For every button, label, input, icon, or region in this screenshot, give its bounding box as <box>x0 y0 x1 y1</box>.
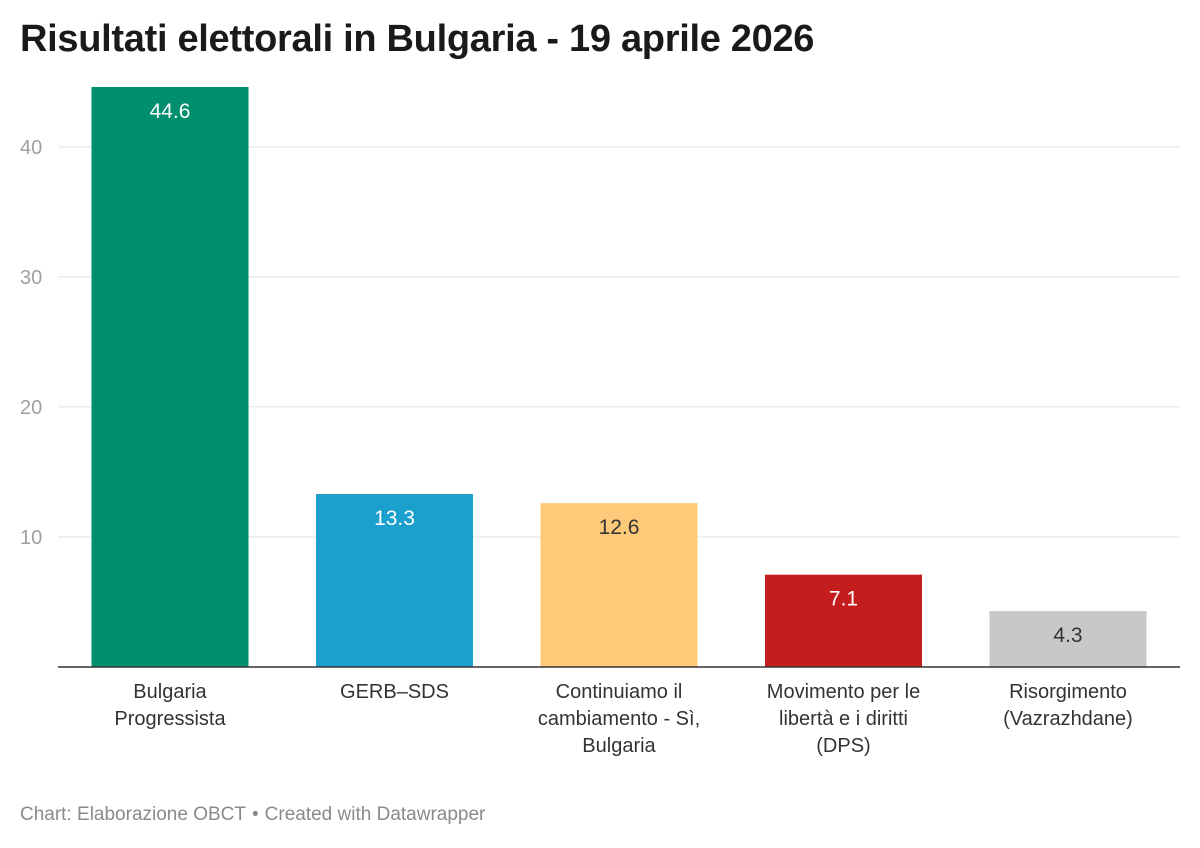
data-label: 13.3 <box>374 507 415 530</box>
bar <box>316 494 473 667</box>
bar <box>91 87 249 667</box>
y-tick-label: 10 <box>20 527 42 549</box>
category-label: (Vazrazhdane) <box>1003 708 1133 730</box>
source-note: Chart: Elaborazione OBCT <box>20 804 246 825</box>
data-label: 44.6 <box>150 100 191 123</box>
bar <box>765 574 922 667</box>
data-label: 12.6 <box>599 516 640 539</box>
bar <box>540 503 698 667</box>
chart-footer: Chart: Elaborazione OBCT • Created with Da… <box>20 804 485 826</box>
bar <box>989 611 1147 667</box>
bars: 44.6 13.3 12.6 7.1 4.3 <box>91 87 1147 667</box>
category-label: Progressista <box>114 708 226 730</box>
category-label: Movimento per le <box>767 681 920 703</box>
category-label: GERB–SDS <box>340 681 449 703</box>
chart-title: Risultati elettorali in Bulgaria - 19 ap… <box>20 18 815 60</box>
bar-chart: 10 20 30 40 44.6 13.3 12.6 7.1 4.3 Bulgaria Prog… <box>20 87 1180 757</box>
y-tick-label: 20 <box>20 397 42 419</box>
category-label: libertà e i diritti <box>779 708 908 730</box>
data-label: 7.1 <box>829 588 858 611</box>
category-label: Continuiamo il <box>556 681 683 703</box>
y-tick-label: 30 <box>20 267 42 289</box>
category-label: Risorgimento <box>1009 681 1127 703</box>
credit-link[interactable]: Created with Datawrapper <box>264 804 486 825</box>
category-label: Bulgaria <box>582 735 656 757</box>
y-tick-label: 40 <box>20 137 42 159</box>
data-label: 4.3 <box>1053 624 1082 647</box>
footer-separator: • <box>252 804 259 825</box>
category-label: Bulgaria <box>133 681 207 703</box>
category-label: (DPS) <box>816 735 870 757</box>
category-label: cambiamento - Sì, <box>538 708 700 730</box>
category-labels: Bulgaria Progressista GERB–SDS Continuiamo … <box>114 681 1132 757</box>
